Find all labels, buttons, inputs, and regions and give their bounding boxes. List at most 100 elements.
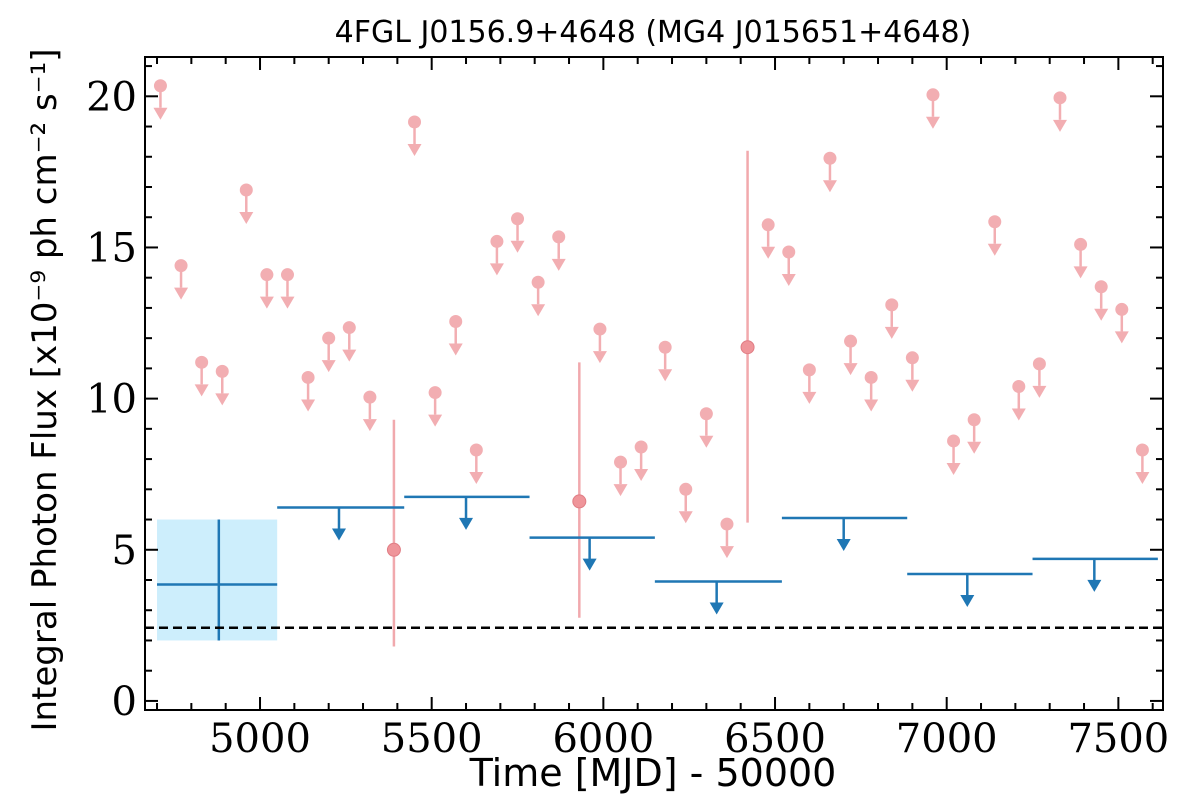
short-bin-upper-limit xyxy=(280,268,295,309)
long-bin-upper-limit xyxy=(907,572,1033,607)
short-bin-detection xyxy=(386,419,401,647)
y-tick-label: 10 xyxy=(86,377,137,423)
short-bin-upper-limit xyxy=(321,331,336,373)
short-bin-ul-marker xyxy=(153,79,167,93)
short-bin-upper-limit xyxy=(678,482,693,524)
long-bin-upper-limit xyxy=(781,516,908,552)
short-bin-upper-limit xyxy=(531,275,546,317)
long-bin-ul-arrow xyxy=(709,602,724,615)
short-bin-upper-limit xyxy=(905,351,920,392)
short-bin-ul-arrow xyxy=(781,273,796,286)
x-tick-label: 5000 xyxy=(209,716,311,762)
short-bin-ul-arrow xyxy=(802,391,817,404)
short-bin-upper-limit xyxy=(1052,91,1067,132)
short-bin-ul-arrow xyxy=(469,472,484,485)
short-bin-upper-limit xyxy=(1094,280,1109,321)
short-bin-ul-marker xyxy=(905,351,919,365)
axes: 5000 5500 6000 6500 7000 7500 0 5 10 15 20 xyxy=(86,56,1169,762)
short-bin-upper-limit xyxy=(342,321,357,362)
short-bin-upper-limit xyxy=(1073,237,1088,279)
short-bin-upper-limit xyxy=(843,334,858,376)
short-bin-detection xyxy=(572,362,587,618)
short-bin-ul-arrow xyxy=(428,414,443,427)
short-bin-ul-marker xyxy=(195,355,209,369)
short-bin-upper-limit xyxy=(448,315,463,356)
short-bin-upper-limit xyxy=(174,259,189,300)
x-tick-label: 6000 xyxy=(552,716,654,762)
short-bin-upper-limit xyxy=(781,245,796,286)
short-bin-upper-limit xyxy=(613,455,628,497)
short-bin-ul-arrow xyxy=(342,349,357,362)
short-bin-ul-arrow xyxy=(1135,472,1150,485)
short-bin-upper-limit xyxy=(634,440,649,481)
short-bin-upper-limit xyxy=(489,234,504,276)
y-tick-label: 0 xyxy=(112,679,137,725)
long-bin-ul-arrow xyxy=(960,594,975,607)
short-bin-ul-arrow xyxy=(531,304,546,317)
short-bin-ul-arrow xyxy=(967,441,982,454)
short-bin-ul-marker xyxy=(782,245,796,259)
x-tick-label: 7000 xyxy=(896,716,998,762)
short-bin-detection-marker xyxy=(740,340,755,355)
short-bin-ul-arrow xyxy=(987,243,1002,256)
short-bin-ul-arrow xyxy=(215,393,230,406)
short-bin-ul-marker xyxy=(720,517,734,531)
short-bin-ul-arrow xyxy=(634,468,649,481)
short-bin-upper-limit xyxy=(761,218,776,259)
long-bin-ul-arrow xyxy=(836,539,851,552)
short-bin-upper-limit xyxy=(802,363,817,404)
short-bin-ul-marker xyxy=(490,234,504,248)
short-bin-ul-arrow xyxy=(407,143,422,156)
short-bin-ul-marker xyxy=(469,443,483,457)
short-bin-ul-marker xyxy=(699,407,713,421)
short-bin-ul-arrow xyxy=(1011,408,1026,421)
long-bin-upper-limit xyxy=(529,536,655,571)
short-bin-ul-arrow xyxy=(925,116,940,129)
short-bin-ul-arrow xyxy=(678,511,693,524)
short-bin-ul-arrow xyxy=(239,212,254,225)
short-bin-upper-limit xyxy=(946,434,961,475)
long-bin-ul-arrow xyxy=(1087,579,1102,592)
short-bin-ul-arrow xyxy=(153,107,168,120)
short-bin-ul-marker xyxy=(1053,91,1067,105)
short-bin-ul-arrow xyxy=(174,287,189,300)
short-bin-ul-arrow xyxy=(946,462,961,475)
short-bin-upper-limit xyxy=(864,370,879,412)
long-bin-upper-limit xyxy=(1032,557,1158,592)
short-bin-upper-limit xyxy=(362,390,377,432)
short-bin-ul-marker xyxy=(322,331,336,345)
short-bin-ul-arrow xyxy=(699,435,714,448)
short-bin-upper-limit xyxy=(215,364,230,406)
short-bin-upper-limit xyxy=(551,230,566,271)
short-bin-upper-limit xyxy=(259,268,274,309)
short-bin-ul-marker xyxy=(428,386,442,400)
short-bin-ul-arrow xyxy=(489,263,504,276)
short-bin-ul-arrow xyxy=(1032,385,1047,398)
short-bin-ul-marker xyxy=(988,215,1002,229)
long-bin-ul-arrow xyxy=(459,517,474,530)
short-bin-ul-marker xyxy=(174,259,188,273)
short-bin-ul-marker xyxy=(823,151,837,165)
short-bin-upper-limit xyxy=(1135,443,1150,485)
x-axis-label: Time [MJD] - 50000 xyxy=(469,751,837,795)
y-tick-label: 5 xyxy=(112,528,137,574)
axes-frame xyxy=(144,56,1164,711)
long-bin-upper-limit xyxy=(277,506,405,541)
short-bin-upper-limit xyxy=(719,517,734,559)
short-bin-upper-limit xyxy=(301,370,316,412)
y-tick-label: 15 xyxy=(86,225,137,271)
short-bin-upper-limit xyxy=(1032,357,1047,398)
short-bin-ul-marker xyxy=(658,340,672,354)
short-bin-ul-marker xyxy=(926,88,940,102)
short-bin-ul-arrow xyxy=(822,180,837,193)
short-bin-ul-marker xyxy=(552,230,566,244)
short-bin-upper-limit xyxy=(428,386,443,427)
x-tick-label: 7500 xyxy=(1067,716,1169,762)
long-bin-upper-limit xyxy=(654,580,782,615)
plot-area xyxy=(145,79,1163,647)
short-bin-ul-marker xyxy=(885,298,899,312)
short-bin-ul-arrow xyxy=(613,484,628,497)
detection-band xyxy=(157,519,278,641)
short-bin-upper-limit xyxy=(1011,380,1026,421)
